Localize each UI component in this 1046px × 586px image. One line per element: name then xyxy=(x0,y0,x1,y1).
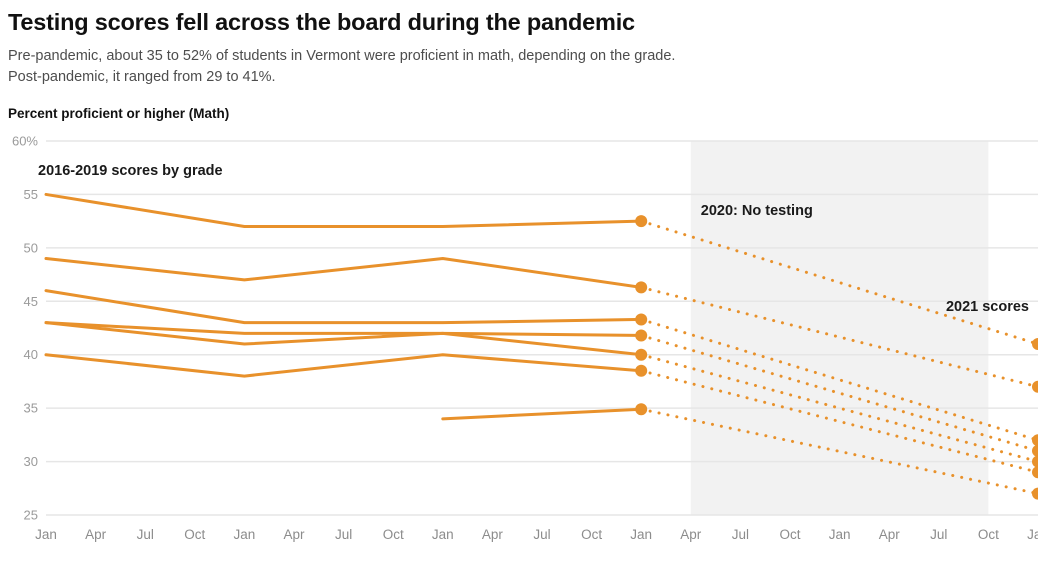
series-dotted-connector xyxy=(639,318,1038,442)
series-line xyxy=(44,321,643,338)
series-endpoint-2021 xyxy=(1032,487,1038,500)
x-axis-tick-label: Jan xyxy=(829,527,851,542)
series-endpoint-2019 xyxy=(635,348,648,361)
y-axis-tick-label: 35 xyxy=(24,401,38,416)
x-axis-tick-label: Oct xyxy=(978,527,999,542)
x-axis-tick-label: Apr xyxy=(85,527,107,542)
series-line xyxy=(44,321,643,357)
annotation-2021-scores: 2021 scores xyxy=(946,299,1029,315)
y-axis-tick-label: 30 xyxy=(24,454,38,469)
x-axis-tick-label: Apr xyxy=(283,527,305,542)
x-axis-tick-label: Jan xyxy=(234,527,256,542)
y-axis-tick-label: 60% xyxy=(12,134,38,149)
x-axis-tick-label: Jul xyxy=(533,527,550,542)
series-line xyxy=(44,257,643,290)
annotation-no-testing: 2020: No testing xyxy=(701,203,813,219)
x-axis-tick-label: Apr xyxy=(482,527,504,542)
x-axis-tick-label: Apr xyxy=(680,527,702,542)
series-dotted-connector xyxy=(639,334,1038,453)
x-axis-tick-label: Jul xyxy=(137,527,154,542)
series-endpoint-2019 xyxy=(635,281,648,294)
series-endpoint-2021 xyxy=(1032,434,1038,447)
annotation-pre-pandemic: 2016-2019 scores by grade xyxy=(38,163,223,179)
series-dotted-connector xyxy=(639,407,1038,496)
x-axis-tick-label: Jan xyxy=(35,527,57,542)
x-axis-tick-label: Oct xyxy=(184,527,205,542)
series-line xyxy=(441,407,643,421)
y-axis-tick-label: 45 xyxy=(24,294,38,309)
y-axis-tick-label: 55 xyxy=(24,187,38,202)
subtitle-line-2: Post-pandemic, it ranged from 29 to 41%. xyxy=(8,69,276,86)
series-line xyxy=(44,289,643,325)
page-title: Testing scores fell across the board dur… xyxy=(8,9,635,35)
series-endpoint-2021 xyxy=(1032,466,1038,479)
series-endpoint-2019 xyxy=(635,403,648,416)
x-axis-tick-label: Apr xyxy=(879,527,901,542)
subtitle-line-1: Pre-pandemic, about 35 to 52% of student… xyxy=(8,48,676,65)
series-endpoint-2021 xyxy=(1032,338,1038,351)
y-axis-title: Percent proficient or higher (Math) xyxy=(8,106,230,122)
x-axis-tick-label: Jan xyxy=(432,527,454,542)
line-chart-svg: 2530354045505560%Jan16AprJulOctJan17AprJ… xyxy=(12,134,1038,542)
x-axis-tick-label: Oct xyxy=(581,527,602,542)
series-endpoint-2021 xyxy=(1032,445,1038,458)
no-testing-band xyxy=(690,141,989,516)
series-endpoint-2019 xyxy=(635,329,648,342)
series-endpoint-2019 xyxy=(635,313,648,326)
x-axis-tick-label: Oct xyxy=(383,527,404,542)
x-axis-tick-label: Oct xyxy=(779,527,800,542)
y-axis-tick-label: 40 xyxy=(24,347,38,362)
chart-subtitle: Pre-pandemic, about 35 to 52% of student… xyxy=(8,36,1038,88)
x-axis-tick-label: Jul xyxy=(335,527,352,542)
y-axis-tick-label: 50 xyxy=(24,241,38,256)
y-axis-tick-label: 25 xyxy=(24,508,38,523)
series-line xyxy=(44,193,643,229)
x-axis-tick-label: Jan xyxy=(630,527,652,542)
series-endpoint-2019 xyxy=(635,215,648,228)
series-endpoint-2019 xyxy=(635,364,648,377)
x-axis-tick-label: Jul xyxy=(732,527,749,542)
series-dotted-connector xyxy=(639,219,1038,346)
series-endpoint-2021 xyxy=(1032,455,1038,468)
chart-plot-area: 2530354045505560%Jan16AprJulOctJan17AprJ… xyxy=(8,133,1038,543)
x-axis-tick-label: Jan xyxy=(1027,527,1038,542)
x-axis-tick-label: Jul xyxy=(930,527,947,542)
series-endpoint-2021 xyxy=(1032,380,1038,393)
series-line xyxy=(44,353,643,378)
